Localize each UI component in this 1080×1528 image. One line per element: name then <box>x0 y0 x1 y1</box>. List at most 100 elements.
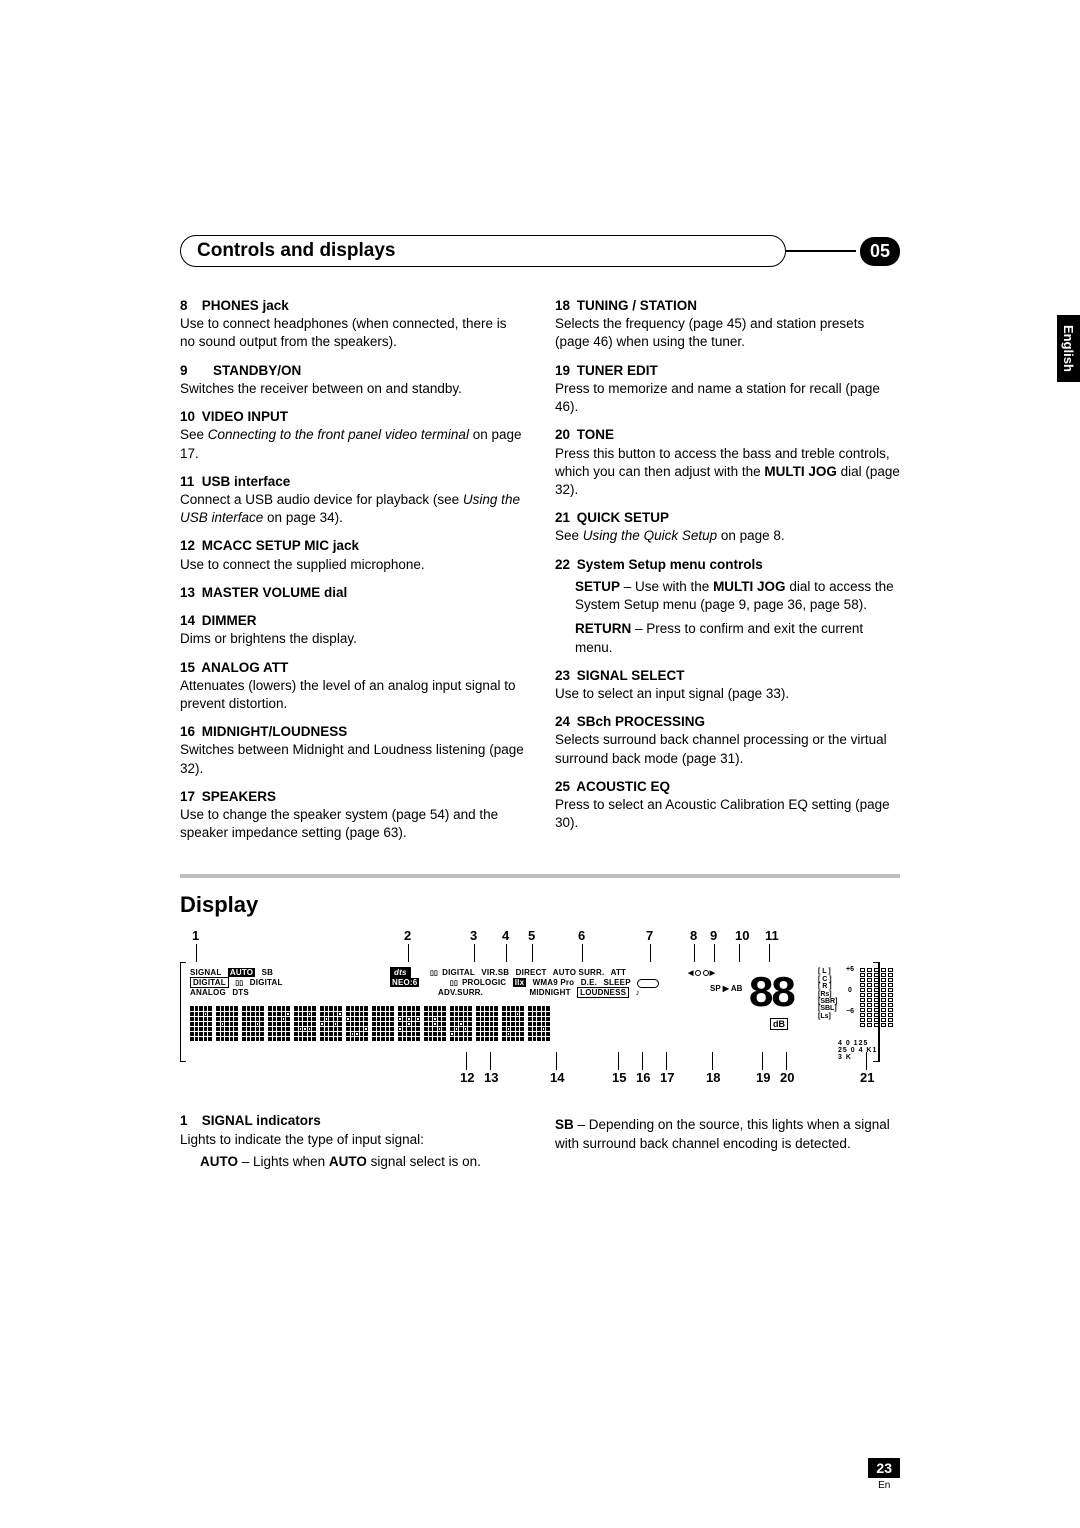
auto-indicator: AUTO <box>228 968 255 977</box>
dotmatrix-char <box>216 1006 238 1041</box>
dts-indicator: DTS <box>232 988 249 997</box>
eq-column <box>867 968 872 1027</box>
item-body: Selects surround back channel processing… <box>555 731 900 767</box>
page-footer: 23 En <box>868 1458 900 1491</box>
display-items-columns: 1 SIGNAL indicators Lights to indicate t… <box>180 1112 900 1181</box>
callout-line <box>739 944 740 962</box>
dotmatrix-char <box>528 1006 550 1041</box>
digital-indicator: DIGITAL <box>190 977 229 988</box>
callout-line <box>714 944 715 962</box>
callout-number: 16 <box>636 1070 650 1085</box>
speaker-indicator: SP ▶ AB <box>710 984 742 993</box>
item-heading: 13 MASTER VOLUME dial <box>180 584 525 602</box>
item-body: Press this button to access the bass and… <box>555 445 900 500</box>
item-heading: 24 SBch PROCESSING <box>555 713 900 731</box>
item-body: Press to memorize and name a station for… <box>555 380 900 416</box>
level-scale: +6 0 −6 <box>840 966 860 1015</box>
sub-item: SETUP – Use with the MULTI JOG dial to a… <box>575 578 900 614</box>
callout-line <box>642 1052 643 1070</box>
item-body: Attenuates (lowers) the level of an anal… <box>180 677 525 713</box>
dd-digital-indicator: DIGITAL <box>250 978 283 987</box>
display-right-column: SB – Depending on the source, this light… <box>555 1112 900 1181</box>
item-body: See Connecting to the front panel video … <box>180 426 525 462</box>
item-heading: 9 STANDBY/ON <box>180 362 525 380</box>
list-item: 24 SBch PROCESSINGSelects surround back … <box>555 713 900 768</box>
callout-number: 3 <box>470 928 477 943</box>
dotmatrix-char <box>502 1006 524 1041</box>
dotmatrix-char <box>320 1006 342 1041</box>
callout-number: 8 <box>690 928 697 943</box>
callout-number: 21 <box>860 1070 874 1085</box>
callout-number: 18 <box>706 1070 720 1085</box>
channel-levels: [ L ][ C ][ R ][Rs][SBR][SBL][Ls] <box>818 968 837 1019</box>
callout-number: 6 <box>578 928 585 943</box>
indicator-row-3: ANALOG DTS <box>190 988 253 997</box>
display-diagram: 1234567891011 SIGNAL AUTO SB DIGITAL ▯▯ … <box>180 928 880 1098</box>
callout-number: 4 <box>502 928 509 943</box>
channel-label: [Rs] <box>818 991 837 998</box>
sleep-icon <box>637 979 659 988</box>
list-item: 25 ACOUSTIC EQPress to select an Acousti… <box>555 778 900 833</box>
chapter-header: Controls and displays 05 <box>180 235 900 267</box>
item-body: Use to connect headphones (when connecte… <box>180 315 525 351</box>
item-heading: 8 PHONES jack <box>180 297 525 315</box>
callout-number: 19 <box>756 1070 770 1085</box>
list-item: 13 MASTER VOLUME dial <box>180 584 525 602</box>
big-digits: 88 <box>748 970 793 1020</box>
dotmatrix-char <box>242 1006 264 1041</box>
headphone-icon: ♪ <box>636 988 640 997</box>
callout-line <box>408 944 409 962</box>
page-content: Controls and displays 05 8 PHONES jackUs… <box>180 235 900 1181</box>
callout-line <box>650 944 651 962</box>
list-item: 23 SIGNAL SELECTUse to select an input s… <box>555 667 900 703</box>
dotmatrix-char <box>450 1006 472 1041</box>
callouts-bottom: 12131415161718192021 <box>180 1070 880 1098</box>
callout-line <box>196 944 197 962</box>
callout-number: 17 <box>660 1070 674 1085</box>
right-column: 18 TUNING / STATIONSelects the frequency… <box>555 297 900 852</box>
item-body: Connect a USB audio device for playback … <box>180 491 525 527</box>
item-heading: 16 MIDNIGHT/LOUDNESS <box>180 723 525 741</box>
callout-line <box>556 1052 557 1070</box>
chapter-title: Controls and displays <box>180 235 786 267</box>
list-item: 14 DIMMERDims or brightens the display. <box>180 612 525 648</box>
channel-label: [SBR] <box>818 998 837 1005</box>
eq-column <box>860 968 865 1027</box>
eq-column <box>888 968 893 1027</box>
item-heading: 10 VIDEO INPUT <box>180 408 525 426</box>
callout-number: 11 <box>765 928 779 943</box>
indicator-group-mid-1: ▯▯DIGITAL VIR.SB DIRECT AUTO SURR. ATT <box>430 968 630 977</box>
item-body: Switches the receiver between on and sta… <box>180 380 525 398</box>
section-divider <box>180 874 900 878</box>
callout-line <box>506 944 507 962</box>
list-item: 21 QUICK SETUPSee Using the Quick Setup … <box>555 509 900 545</box>
callout-number: 14 <box>550 1070 564 1085</box>
channel-label: [ C ] <box>818 976 837 983</box>
list-item: 11 USB interfaceConnect a USB audio devi… <box>180 473 525 528</box>
channel-label: [ L ] <box>818 968 837 975</box>
callout-number: 13 <box>484 1070 498 1085</box>
channel-label: [ R ] <box>818 983 837 990</box>
eq-frequencies: 4 0 125 25 0 4 K1 3 K <box>838 1040 879 1061</box>
item-body: Use to select an input signal (page 33). <box>555 685 900 703</box>
item-body: Lights to indicate the type of input sig… <box>180 1131 525 1149</box>
callout-line <box>786 1052 787 1070</box>
callout-line <box>866 1052 867 1070</box>
tuned-indicator <box>688 968 719 977</box>
callout-line <box>769 944 770 962</box>
sub-item: RETURN – Press to confirm and exit the c… <box>575 620 900 656</box>
item-heading: 25 ACOUSTIC EQ <box>555 778 900 796</box>
callout-line <box>618 1052 619 1070</box>
callout-line <box>666 1052 667 1070</box>
lcd-panel: SIGNAL AUTO SB DIGITAL ▯▯ DIGITAL ANALOG… <box>180 962 880 1062</box>
list-item: 20 TONEPress this button to access the b… <box>555 426 900 499</box>
list-item: 15 ANALOG ATTAttenuates (lowers) the lev… <box>180 659 525 714</box>
item-body: Dims or brightens the display. <box>180 630 525 648</box>
item-body: Use to change the speaker system (page 5… <box>180 806 525 842</box>
channel-label: [SBL] <box>818 1005 837 1012</box>
dotmatrix-char <box>190 1006 212 1041</box>
item-heading: 11 USB interface <box>180 473 525 491</box>
controls-columns: 8 PHONES jackUse to connect headphones (… <box>180 297 900 852</box>
signal-label: SIGNAL <box>190 968 221 977</box>
chapter-number: 05 <box>860 237 900 266</box>
